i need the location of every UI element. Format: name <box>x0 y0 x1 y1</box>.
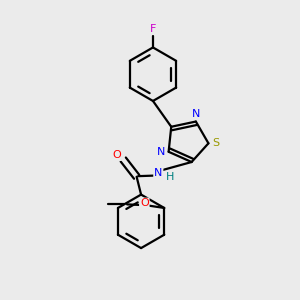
Text: S: S <box>212 138 219 148</box>
Text: N: N <box>192 109 201 118</box>
Text: O: O <box>112 150 121 160</box>
Text: N: N <box>157 147 165 157</box>
Text: O: O <box>140 199 149 208</box>
Text: F: F <box>150 24 156 34</box>
Text: N: N <box>154 168 163 178</box>
Text: H: H <box>166 172 174 182</box>
